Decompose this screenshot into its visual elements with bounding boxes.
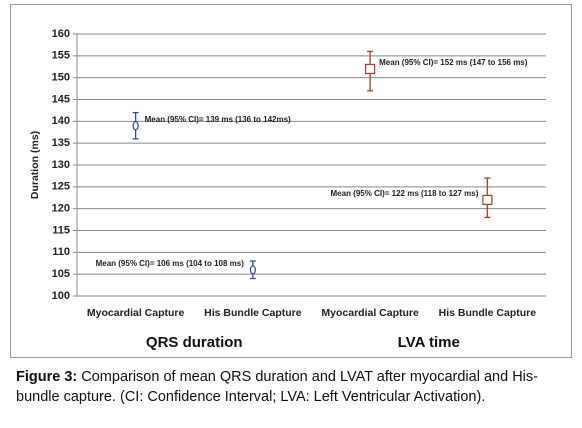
annotation: Mean (95% CI)= 106 ms (104 to 108 ms) xyxy=(96,259,245,268)
marker xyxy=(132,121,139,131)
chart-frame: 100 105 110 115 120 125 130 135 140 145 150 155 160 D… xyxy=(10,4,572,358)
annotation: Mean (95% CI)= 139 ms (136 to 142ms) xyxy=(145,115,291,124)
marker xyxy=(365,63,376,75)
y-tick-label: 145 xyxy=(52,93,70,105)
y-tick-label: 110 xyxy=(52,246,70,258)
y-tick-label: 130 xyxy=(52,159,70,171)
chart: 100 105 110 115 120 125 130 135 140 145 150 155 160 D… xyxy=(29,28,546,351)
x-tick-label: His Bundle Capture xyxy=(204,307,302,319)
caption: Figure 3: Comparison of mean QRS duratio… xyxy=(16,367,572,407)
y-tick-label: 140 xyxy=(52,115,70,127)
y-tick-label: 100 xyxy=(52,290,70,302)
y-tick-label: 160 xyxy=(52,28,70,40)
y-tick-label: 135 xyxy=(52,137,70,149)
caption-label: Figure 3: xyxy=(16,369,78,385)
y-tick-label: 125 xyxy=(52,181,70,193)
y-tick-label: 120 xyxy=(52,203,70,215)
y-axis-label: Duration (ms) xyxy=(29,131,41,199)
caption-text: Comparison of mean QRS duration and LVAT… xyxy=(16,369,538,405)
group-label: LVA time xyxy=(398,334,460,351)
x-tick-label: His Bundle Capture xyxy=(439,307,537,319)
group-label: QRS duration xyxy=(146,334,243,351)
marker xyxy=(249,265,256,275)
x-tick-label: Myocardial Capture xyxy=(87,307,185,319)
y-tick-label: 105 xyxy=(52,268,70,280)
y-tick-label: 115 xyxy=(52,224,70,236)
annotation: Mean (95% CI)= 122 ms (118 to 127 ms) xyxy=(331,189,479,198)
x-tick-label: Myocardial Capture xyxy=(321,307,419,319)
y-tick-label: 150 xyxy=(52,72,70,84)
marker xyxy=(482,194,493,206)
y-tick-label: 155 xyxy=(52,50,70,62)
annotation: Mean (95% CI)= 152 ms (147 to 156 ms) xyxy=(379,58,528,67)
